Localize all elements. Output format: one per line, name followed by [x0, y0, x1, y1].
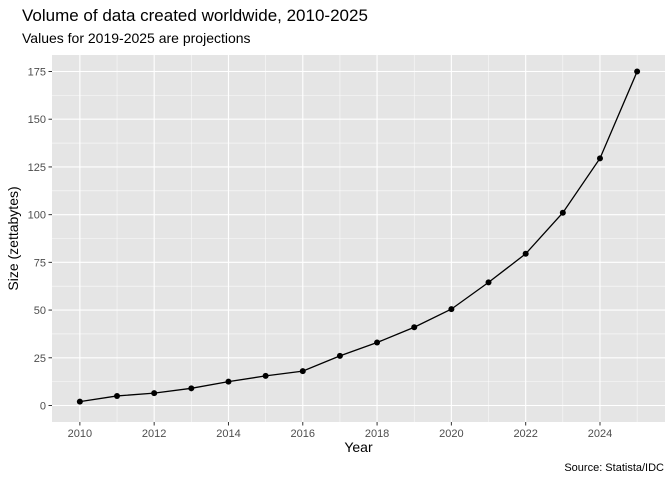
data-point	[188, 385, 195, 392]
x-tick-label: 2012	[142, 428, 166, 440]
x-axis: 2010 2012 2014 2016 2018 2020 2022 2024	[68, 422, 612, 440]
x-tick-label: 2014	[216, 428, 240, 440]
chart-title: Volume of data created worldwide, 2010-2…	[22, 6, 368, 25]
y-tick-label: 0	[40, 400, 46, 412]
data-point	[559, 209, 566, 216]
gridlines	[52, 55, 665, 422]
data-point	[299, 368, 306, 375]
data-point	[411, 324, 418, 331]
data-point	[485, 279, 492, 286]
y-tick-label: 25	[34, 353, 46, 365]
y-tick-label: 75	[34, 257, 46, 269]
chart-caption: Source: Statista/IDC	[564, 462, 664, 474]
data-point	[225, 378, 232, 385]
y-tick-label: 50	[34, 305, 46, 317]
y-tick-label: 150	[28, 114, 46, 126]
y-tick-label: 175	[28, 67, 46, 79]
data-line	[79, 71, 638, 403]
y-tick-label: 100	[28, 210, 46, 222]
x-tick-label: 2016	[291, 428, 315, 440]
x-tick-label: 2024	[588, 428, 612, 440]
data-points	[76, 68, 641, 405]
x-tick-label: 2018	[365, 428, 389, 440]
x-tick-label: 2010	[68, 428, 92, 440]
data-point	[262, 372, 269, 379]
data-point	[336, 352, 343, 359]
data-point	[448, 306, 455, 313]
data-point	[634, 68, 641, 75]
data-point	[114, 392, 121, 399]
data-point	[76, 398, 83, 405]
x-tick-label: 2020	[439, 428, 463, 440]
data-point	[522, 250, 529, 257]
x-axis-title: Year	[344, 439, 373, 455]
x-tick-label: 2022	[513, 428, 537, 440]
data-point	[151, 390, 158, 397]
y-axis-title: Size (zettabytes)	[5, 186, 21, 290]
data-point	[374, 339, 381, 346]
y-tick-label: 125	[28, 162, 46, 174]
data-point	[596, 155, 603, 162]
chart-subtitle: Values for 2019-2025 are projections	[22, 30, 251, 46]
y-axis: 0 25 50 75 100 125 150 175	[28, 67, 52, 412]
